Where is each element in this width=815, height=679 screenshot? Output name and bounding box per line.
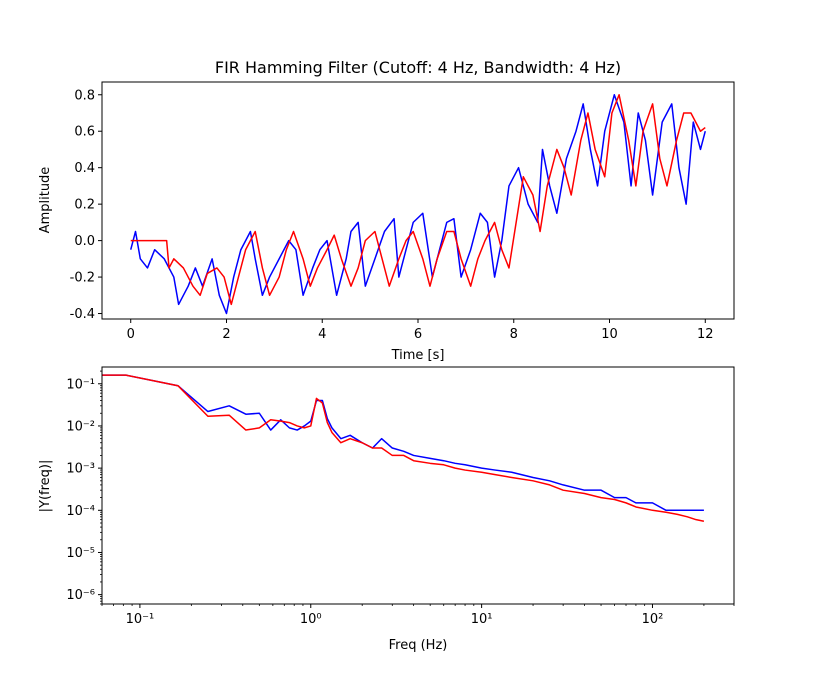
bottom-y-tick-label: 10⁻⁵ — [66, 546, 95, 561]
bottom-axes-frame — [101, 366, 735, 605]
top-series-line-2 — [130, 94, 706, 306]
top-plot-area: 0 2 4 6 8 10 12 -0.4 -0.2 0.0 0.2 0.4 0.6 0.8 — [70, 88, 714, 342]
bottom-plot-area: 10⁻¹ 10⁰ 10¹ 10² 10⁻⁶ 10⁻⁵ 10⁻⁴ 10⁻³ 10⁻² 10⁻¹ — [66, 370, 735, 627]
top-y-tick-label: 0.6 — [74, 125, 95, 140]
top-x-tick-label: 4 — [318, 327, 326, 342]
bottom-y-tick-label: 10⁻³ — [66, 462, 95, 477]
top-y-tick-label: 0.4 — [74, 161, 95, 176]
top-x-tick-label: 12 — [697, 327, 714, 342]
bottom-series-line-2 — [102, 374, 705, 522]
top-y-tick-label: 0.0 — [74, 234, 95, 249]
bottom-y-axis-label: |Y(freq)| — [38, 460, 53, 513]
top-y-tick-label: -0.4 — [70, 307, 95, 322]
bottom-x-tick-label: 10⁻¹ — [126, 612, 155, 627]
top-y-tick-label: 0.8 — [74, 88, 95, 103]
bottom-series-line-1 — [102, 374, 704, 512]
bottom-x-axis-label: Freq (Hz) — [389, 638, 448, 653]
top-y-axis-label: Amplitude — [38, 167, 53, 234]
top-series-group — [130, 94, 706, 315]
top-y-tick-label: -0.2 — [70, 271, 95, 286]
bottom-y-tick-label: 10⁻¹ — [66, 377, 95, 392]
top-x-tick-label: 0 — [127, 327, 135, 342]
top-x-tick-label: 8 — [510, 327, 518, 342]
top-x-axis-label: Time [s] — [391, 348, 445, 363]
bottom-x-tick-label: 10¹ — [471, 612, 493, 627]
chart-title: FIR Hamming Filter (Cutoff: 4 Hz, Bandwi… — [215, 58, 621, 77]
top-axes-frame — [101, 81, 735, 320]
top-x-tick-label: 2 — [222, 327, 230, 342]
top-x-tick-label: 6 — [414, 327, 422, 342]
bottom-series-group — [102, 374, 705, 522]
top-x-tick-label: 10 — [601, 327, 618, 342]
bottom-y-tick-label: 10⁻⁴ — [66, 504, 95, 519]
bottom-y-tick-label: 10⁻² — [66, 419, 95, 434]
bottom-x-tick-label: 10² — [642, 612, 664, 627]
top-y-tick-label: 0.2 — [74, 198, 95, 213]
bottom-y-tick-label: 10⁻⁶ — [66, 588, 95, 603]
bottom-x-tick-label: 10⁰ — [300, 612, 322, 627]
